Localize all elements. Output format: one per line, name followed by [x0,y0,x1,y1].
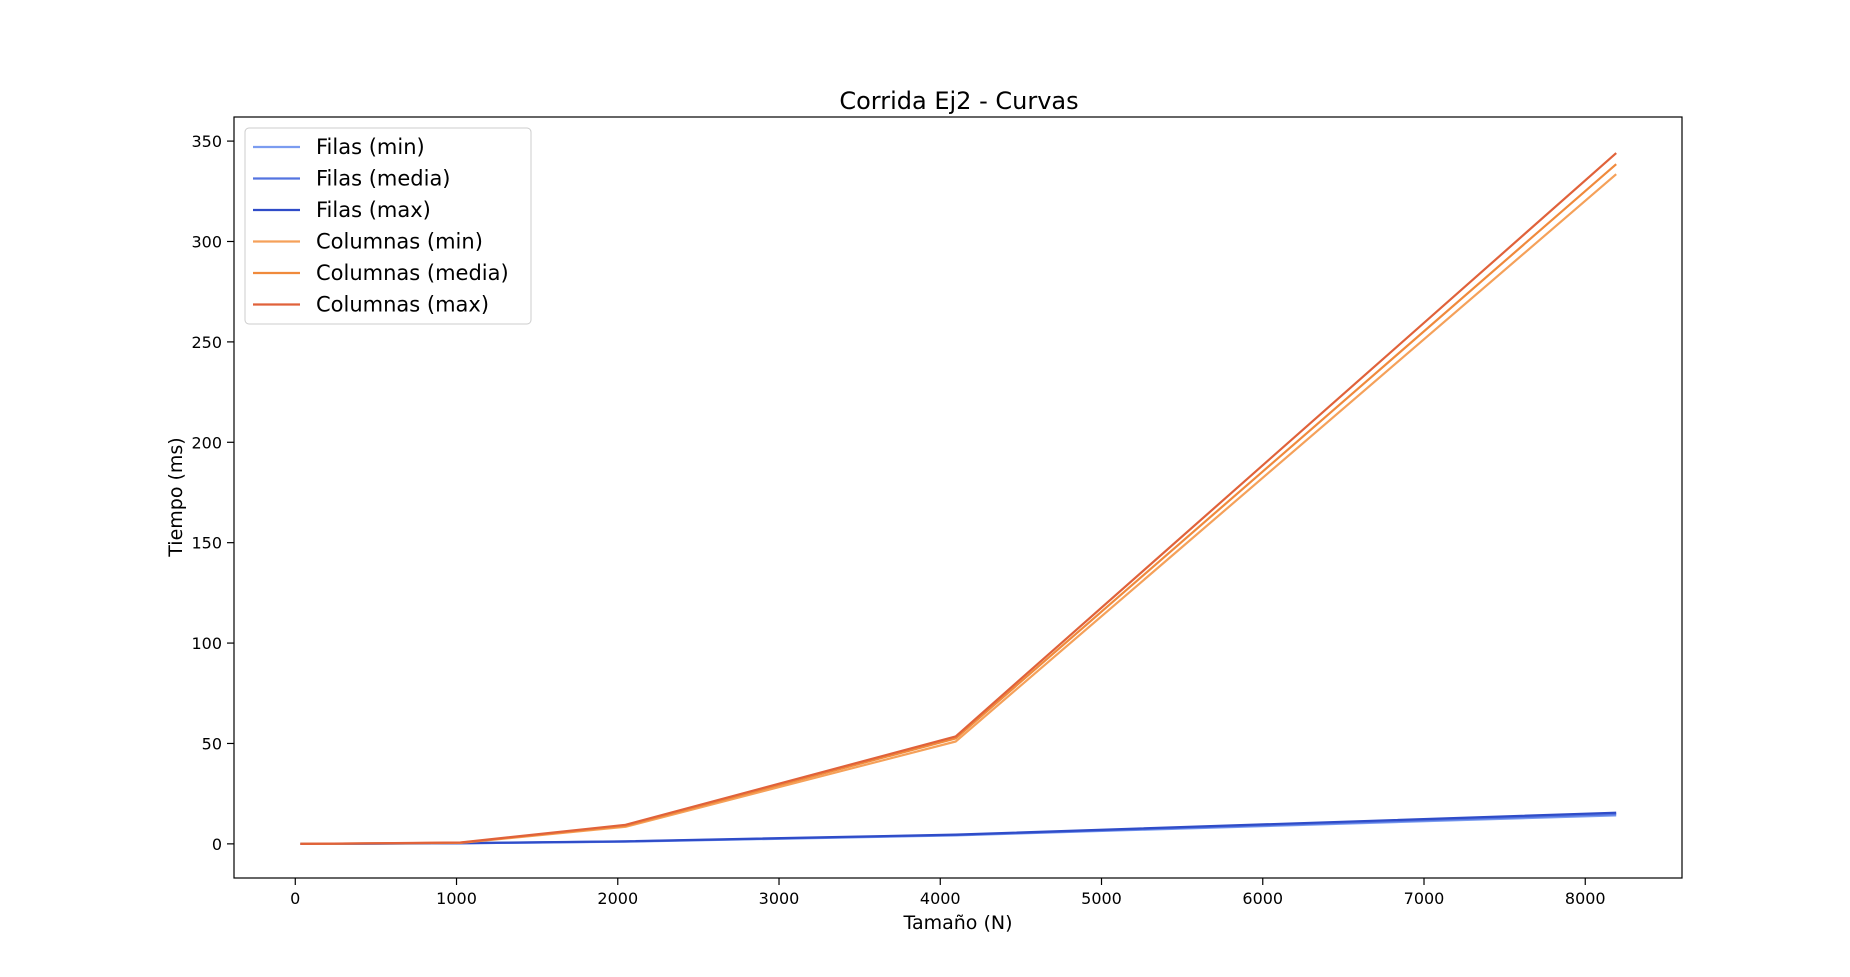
x-tick-label: 7000 [1404,889,1445,908]
legend-entry: Columnas (min) [316,230,483,254]
plot-frame [233,116,1683,879]
y-tick-label: 350 [191,132,222,151]
legend-entry: Filas (media) [316,167,451,191]
y-axis: 0 50 100 150 200 250 300 350 [191,132,234,854]
x-axis: 0 1000 2000 3000 4000 5000 6000 7000 8000 [290,878,1606,908]
x-tick-label: 2000 [597,889,638,908]
x-tick-label: 4000 [920,889,961,908]
series-line-6 [300,152,1617,845]
y-tick-label: 50 [202,734,222,753]
legend-entry: Filas (max) [316,198,431,222]
y-tick-label: 0 [212,835,222,854]
x-tick-label: 5000 [1081,889,1122,908]
legend-box [244,127,532,325]
x-tick-label: 3000 [759,889,800,908]
chart-title: Corrida Ej2 - Curvas [839,87,1078,115]
legend-entry: Filas (min) [316,135,425,159]
x-tick-label: 1000 [436,889,477,908]
legend: Filas (min) Filas (media) Filas (max) Colum… [244,127,532,325]
x-tick-label: 8000 [1565,889,1606,908]
y-tick-label: 150 [191,534,222,553]
y-tick-label: 100 [191,634,222,653]
y-tick-label: 250 [191,333,222,352]
legend-entry: Columnas (media) [316,261,509,285]
y-axis-label: Tiempo (ms) [165,437,187,557]
x-axis-label: Tamaño (N) [903,912,1013,934]
plot-area [300,152,1617,846]
x-tick-label: 6000 [1242,889,1283,908]
y-tick-label: 300 [191,232,222,251]
y-tick-label: 200 [191,433,222,452]
x-tick-label: 0 [290,889,300,908]
legend-entry: Columnas (max) [316,293,489,317]
